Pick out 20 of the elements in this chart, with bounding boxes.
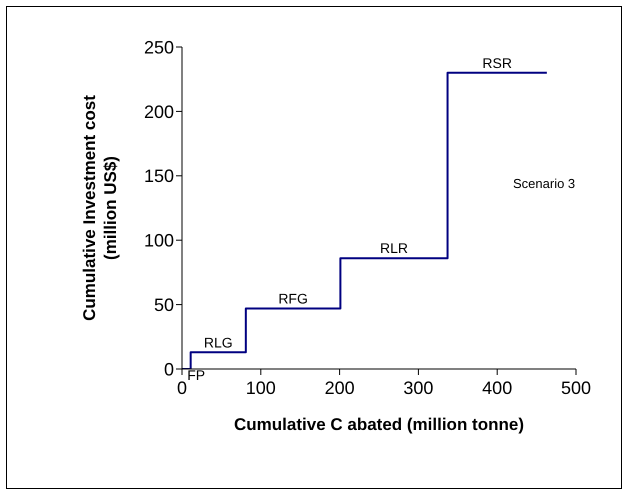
x-tick-label: 500 [560, 378, 592, 398]
annotation: FP [187, 366, 206, 383]
x-tick-label: 0 [176, 378, 188, 398]
x-tick-label: 400 [482, 378, 512, 398]
y-tick-label: 200 [144, 102, 174, 122]
annotation: RFG [278, 290, 308, 306]
y-tick-label: 0 [164, 359, 174, 380]
x-axis-title: Cumulative C abated (million tonne) [233, 415, 525, 435]
annotation: Scenario 3 [513, 176, 576, 191]
x-tick-label: 300 [403, 378, 434, 398]
annotation: RLG [204, 334, 233, 350]
x-tick-label: 200 [324, 378, 355, 398]
y-axis-title: Cumulative Investment cost (million US$) [79, 95, 121, 321]
y-tick-label: 50 [154, 294, 174, 315]
y-tick-label: 250 [144, 37, 174, 58]
annotation: RSR [482, 54, 512, 71]
y-tick-label: 150 [144, 166, 174, 186]
y-tick-label: 100 [144, 230, 174, 251]
x-tick-label: 100 [246, 378, 276, 398]
annotation: RLR [380, 240, 408, 256]
